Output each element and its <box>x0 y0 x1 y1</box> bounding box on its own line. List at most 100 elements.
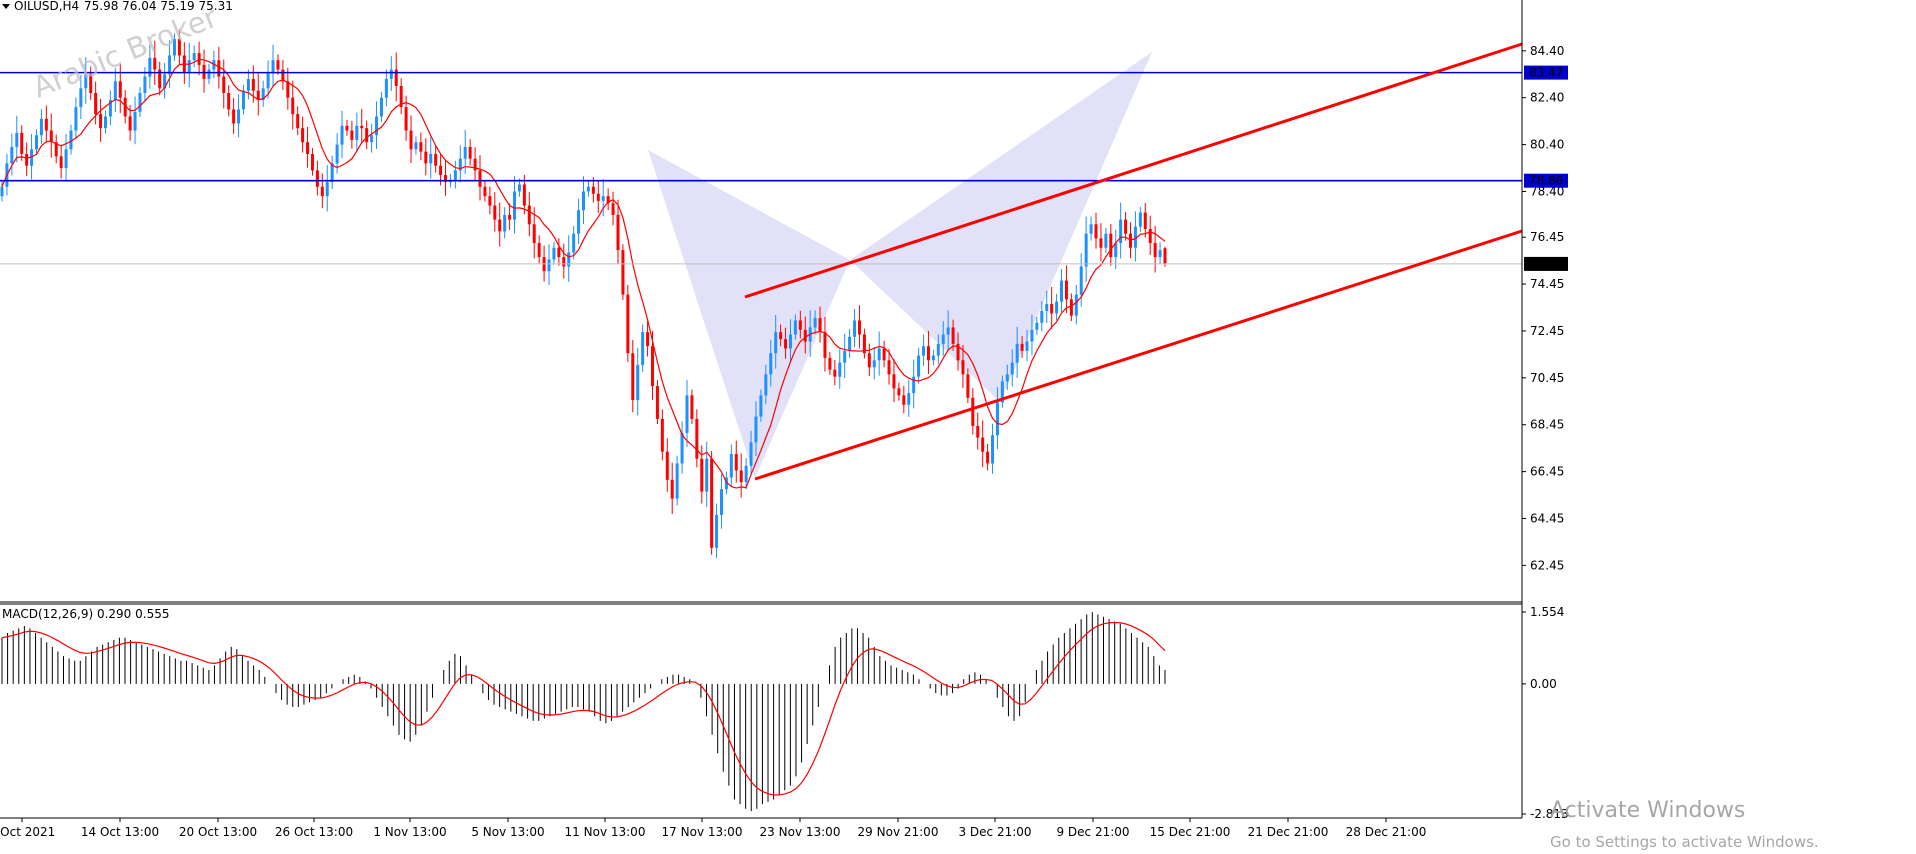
candle-body <box>650 346 654 387</box>
candle-body <box>232 109 236 124</box>
candle-body <box>301 128 305 143</box>
candle-body <box>1005 374 1009 382</box>
candle-body <box>862 334 866 354</box>
candle-body <box>991 435 995 464</box>
candle-body <box>734 454 738 471</box>
candle-body <box>34 135 38 150</box>
candle-body <box>724 477 728 490</box>
candle-body <box>522 184 526 206</box>
channel-upper-line[interactable] <box>744 42 1523 299</box>
price-tick-label: 74.45 <box>1530 277 1564 291</box>
candle-body <box>680 432 684 464</box>
candle-body <box>779 332 783 340</box>
time-tick-label: 14 Oct 13:00 <box>81 825 159 839</box>
candle-body <box>853 320 857 337</box>
candle-body <box>749 442 753 466</box>
time-tick-label: 8 Oct 2021 <box>0 825 55 839</box>
candle-body <box>444 175 448 183</box>
trend-lines <box>0 42 1523 481</box>
candle-body <box>1040 311 1044 323</box>
macd-signal-line <box>1 621 1166 796</box>
price-axis[interactable]: 84.40 82.40 80.40 78.40 76.45 74.45 72.45 70.45… <box>1522 44 1568 573</box>
candle-body <box>675 463 679 499</box>
candle-body <box>798 320 802 330</box>
candle-body <box>108 100 112 117</box>
candle-body <box>848 336 852 351</box>
candle-body <box>715 514 719 548</box>
candle-body <box>350 130 354 140</box>
candle-body <box>99 114 103 129</box>
candle-body <box>936 343 940 356</box>
candle-body <box>473 158 477 171</box>
macd-label: MACD(12,26,9) 0.290 0.555 <box>2 607 169 621</box>
time-axis[interactable]: 8 Oct 2021 14 Oct 13:00 20 Oct 13:00 26 Oct… <box>0 818 1426 839</box>
candle-body <box>384 78 388 98</box>
candle-body <box>266 71 270 89</box>
price-tick-label: 64.45 <box>1530 512 1564 526</box>
time-tick-label: 1 Nov 13:00 <box>373 825 446 839</box>
candle-body <box>389 69 393 79</box>
candle-body <box>1055 301 1059 314</box>
candle-body <box>621 250 625 295</box>
candle-body <box>177 39 181 56</box>
candle-body <box>306 142 310 154</box>
candle-body <box>286 81 290 98</box>
candle-body <box>1153 243 1157 258</box>
macd-panel: 1.554 0.00 -2.813 <box>1 605 1569 821</box>
candle-body <box>828 357 832 370</box>
candle-body <box>922 346 926 356</box>
candle-body <box>394 69 398 86</box>
candle-body <box>222 76 226 94</box>
pattern-triangle <box>648 150 850 478</box>
candle-body <box>685 395 689 433</box>
candle-body <box>434 153 438 166</box>
symbol-label: OILUSD,H4 <box>14 0 79 13</box>
candle-body <box>335 144 339 164</box>
candle-body <box>123 97 127 117</box>
price-tick-label: 80.40 <box>1530 138 1564 152</box>
candle-body <box>330 163 334 183</box>
candle-body <box>1035 322 1039 330</box>
candle-body <box>148 57 152 77</box>
level-price-label: 83.47 <box>1529 66 1563 80</box>
candle-body <box>976 425 980 438</box>
candle-body <box>788 334 792 349</box>
candle-body <box>1045 304 1049 312</box>
channel-lower-line[interactable] <box>754 229 1523 481</box>
candle-body <box>113 81 117 101</box>
candle-body <box>409 130 413 150</box>
candle-body <box>49 130 53 143</box>
candle-body <box>641 332 645 365</box>
candle-body <box>128 116 132 131</box>
candle-body <box>537 243 541 258</box>
candle-body <box>902 395 906 405</box>
candle-body <box>527 205 531 225</box>
price-tick-label: 62.45 <box>1530 558 1564 572</box>
candle-body <box>163 74 167 89</box>
candle-body <box>424 151 428 164</box>
moving-average <box>1 58 1166 489</box>
candle-body <box>59 156 63 169</box>
candle-body <box>601 196 605 201</box>
candle-body <box>143 76 147 94</box>
candle-body <box>1025 341 1029 351</box>
candle-body <box>739 470 743 483</box>
candle-body <box>532 224 536 244</box>
chart-menu-arrow-icon[interactable] <box>2 4 10 9</box>
candle-body <box>261 88 265 101</box>
candle-body <box>325 182 329 197</box>
time-tick-label: 23 Nov 13:00 <box>760 825 841 839</box>
candle-body <box>1114 243 1118 258</box>
candle-body <box>419 142 423 152</box>
candle-body <box>168 55 172 75</box>
time-tick-label: 3 Dec 21:00 <box>958 825 1031 839</box>
candle-body <box>1104 233 1108 248</box>
candle-body <box>25 153 29 166</box>
candle-body <box>572 233 576 253</box>
candle-body <box>207 69 211 79</box>
price-tick-label: 84.40 <box>1530 44 1564 58</box>
candle-body <box>887 360 891 375</box>
candle-body <box>872 360 876 368</box>
candle-body <box>84 74 88 89</box>
